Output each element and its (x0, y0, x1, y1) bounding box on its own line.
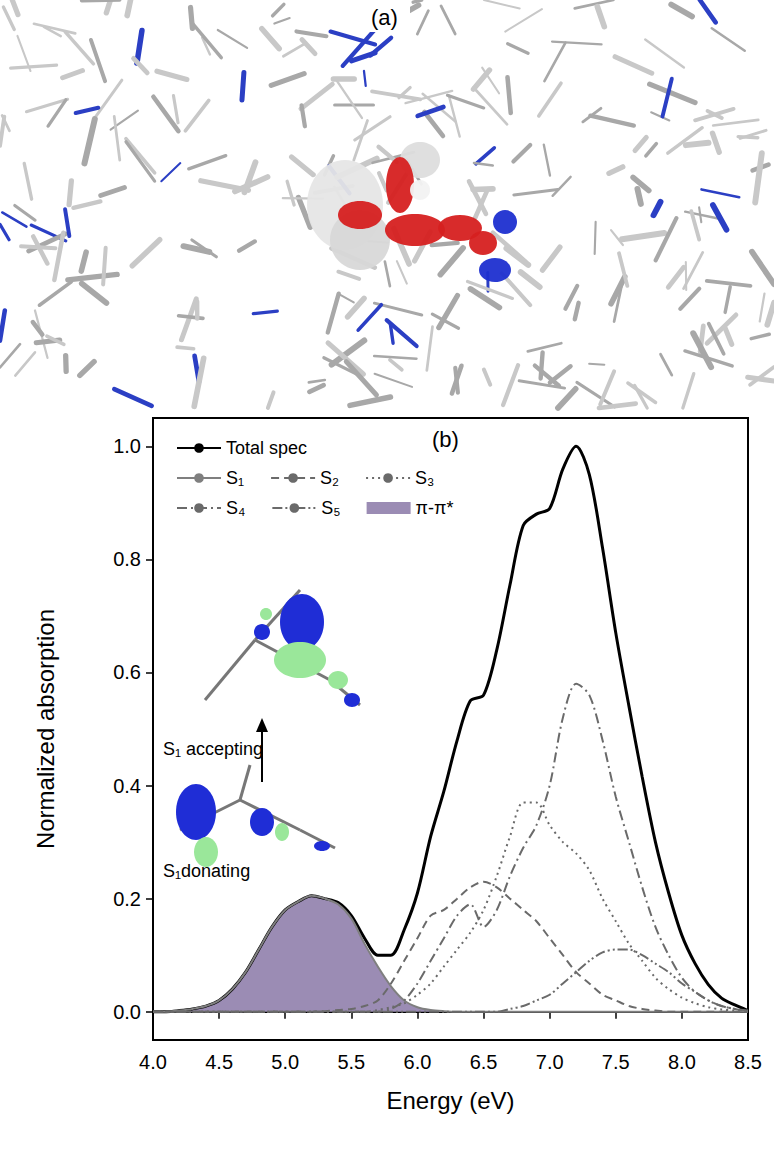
svg-text:S₁ accepting: S₁ accepting (163, 739, 263, 759)
svg-text:0.0: 0.0 (113, 1001, 141, 1023)
svg-text:(a): (a) (371, 5, 398, 30)
svg-text:S₅: S₅ (321, 498, 340, 518)
svg-text:S₁: S₁ (226, 468, 244, 488)
svg-text:S₃: S₃ (415, 468, 434, 488)
svg-text:6.0: 6.0 (404, 1051, 432, 1073)
svg-text:7.0: 7.0 (536, 1051, 564, 1073)
svg-text:8.5: 8.5 (734, 1051, 762, 1073)
svg-text:Normalized absorption: Normalized absorption (32, 609, 59, 849)
svg-text:5.5: 5.5 (337, 1051, 365, 1073)
svg-text:8.0: 8.0 (668, 1051, 696, 1073)
svg-text:Energy (eV): Energy (eV) (386, 1087, 514, 1114)
svg-text:4.5: 4.5 (205, 1051, 233, 1073)
svg-text:0.4: 0.4 (113, 775, 141, 797)
svg-text:(b): (b) (432, 427, 459, 452)
svg-text:Total spec: Total spec (226, 438, 307, 458)
svg-text:0.2: 0.2 (113, 888, 141, 910)
svg-text:0.8: 0.8 (113, 548, 141, 570)
svg-text:7.5: 7.5 (602, 1051, 630, 1073)
svg-text:S₄: S₄ (226, 498, 245, 518)
svg-text:S₁donating: S₁donating (163, 861, 250, 881)
svg-text:0.6: 0.6 (113, 661, 141, 683)
svg-text:5.0: 5.0 (271, 1051, 299, 1073)
svg-text:6.5: 6.5 (470, 1051, 498, 1073)
svg-text:4.0: 4.0 (139, 1051, 167, 1073)
svg-text:1.0: 1.0 (113, 435, 141, 457)
svg-text:π-π*: π-π* (416, 498, 454, 518)
svg-text:S₂: S₂ (320, 468, 339, 488)
